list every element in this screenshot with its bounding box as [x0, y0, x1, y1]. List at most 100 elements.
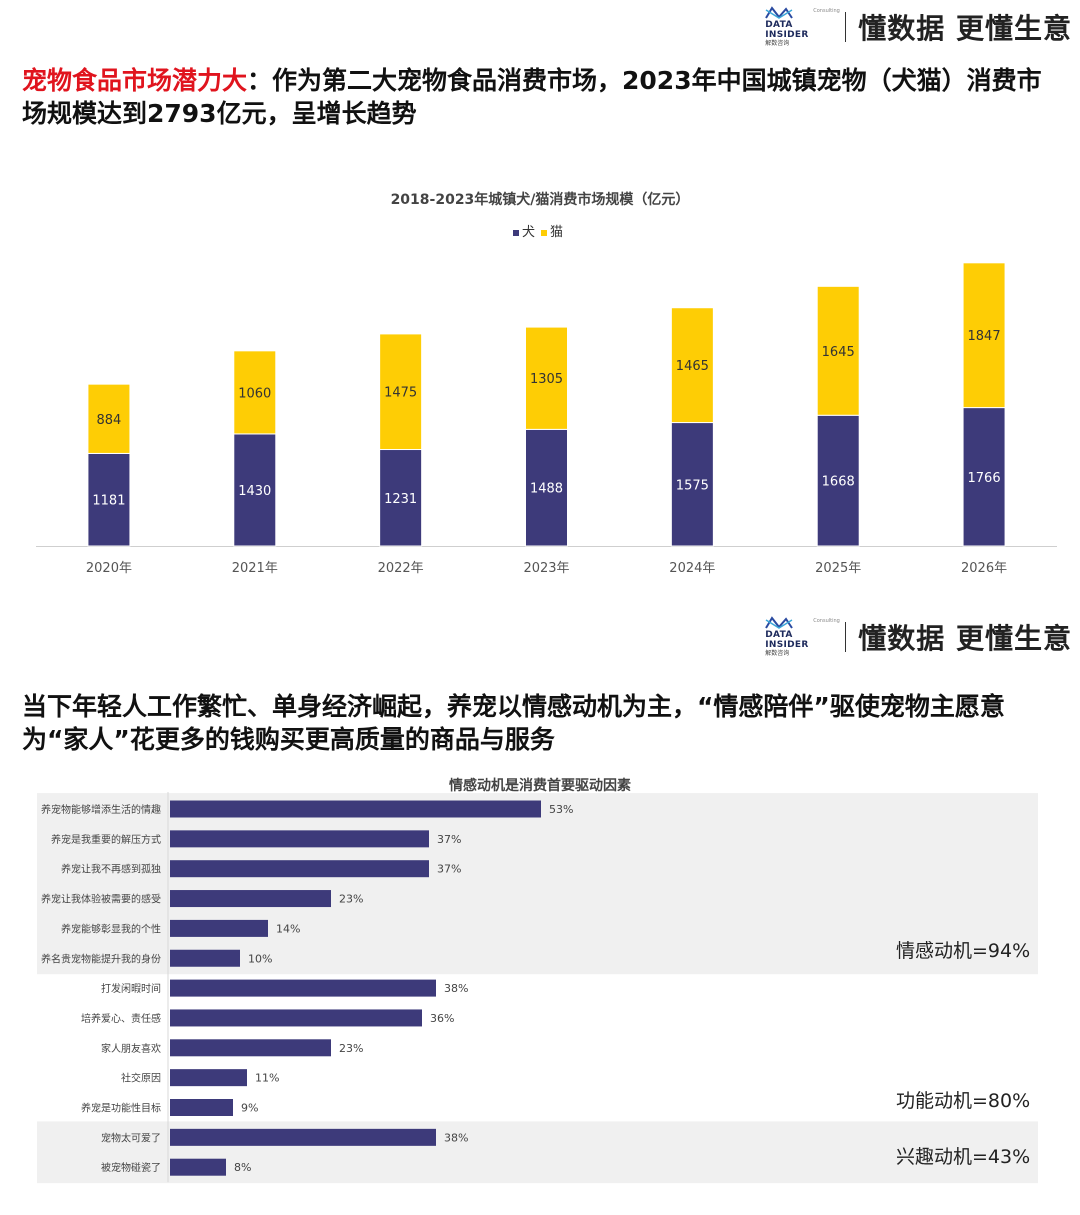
category-label: 社交原因: [121, 1072, 161, 1085]
bar: [170, 860, 429, 878]
bar: [170, 1158, 226, 1176]
category-label: 养宠是我重要的解压方式: [51, 833, 161, 846]
bar: [170, 1128, 436, 1146]
brand-slogan: 懂数据 更懂生意: [858, 11, 1072, 45]
data-label: 1231: [384, 492, 417, 507]
data-label: 38%: [444, 982, 468, 995]
category-label: 培养爱心、责任感: [81, 1012, 161, 1025]
data-label: 37%: [437, 863, 461, 876]
data-label: 8%: [234, 1161, 251, 1174]
category-label: 养宠让我体验被需要的感受: [41, 893, 161, 906]
category-label: 养宠让我不再感到孤独: [61, 863, 161, 876]
bar-dog: [670, 422, 714, 547]
bar-cat: [816, 285, 860, 416]
data-label: 1575: [676, 478, 709, 493]
bar-cat: [87, 383, 131, 454]
data-label: 1668: [822, 475, 855, 490]
legend-swatch-dog: [513, 229, 519, 236]
section2-headline: 当下年轻人工作繁忙、单身经济崛起，养宠以情感动机为主，“情感陪伴”驱使宠物主愿意…: [22, 692, 1005, 754]
logo-consulting: Consulting: [813, 618, 840, 624]
bar-cat: [379, 333, 423, 451]
logo-chinese: 解数咨询: [765, 650, 790, 657]
data-insider-logo: Consulting DATA INSIDER 解数咨询: [765, 6, 840, 47]
legend-item-cat: 猫: [541, 221, 563, 240]
bar-dog: [379, 449, 423, 547]
data-label: 1645: [822, 345, 855, 360]
logo-mark-icon: [765, 6, 794, 19]
data-label: 1181: [92, 494, 125, 509]
chart2-title: 情感动机是消费首要驱动因素: [449, 778, 631, 794]
data-label: 884: [97, 413, 122, 428]
group-label-functional: 功能动机=80%: [896, 1090, 1031, 1112]
brand-header-bottom: Consulting DATA INSIDER 解数咨询 懂数据 更懂生意: [765, 616, 1072, 657]
brand-divider: [845, 621, 847, 652]
data-label: 36%: [430, 1012, 454, 1025]
bar-dog: [525, 428, 568, 547]
category-label: 打发闲暇时间: [101, 982, 161, 995]
data-label: 53%: [549, 803, 573, 816]
bar: [170, 1009, 422, 1027]
data-label: 37%: [437, 833, 461, 846]
bar: [170, 890, 331, 908]
brand-slogan: 懂数据 更懂生意: [858, 621, 1072, 655]
bar-cat: [962, 262, 1006, 409]
brand-divider: [845, 11, 847, 42]
category-label: 宠物太可爱了: [101, 1131, 161, 1144]
x-tick-label: 2023年: [523, 561, 569, 576]
bar: [170, 919, 268, 937]
data-label: 11%: [255, 1072, 279, 1085]
bar: [170, 830, 429, 848]
chart1-stacked-bar: 1181 884 2020年 1430 1060 2021年 1231 1475 2022年 14…: [36, 262, 1057, 576]
x-tick-label: 2025年: [815, 561, 861, 576]
x-tick-label: 2021年: [232, 561, 278, 576]
bar-cat: [670, 307, 714, 424]
bar: [170, 1099, 233, 1116]
logo-consulting: Consulting: [813, 8, 840, 14]
group-label-interest: 兴趣动机=43%: [896, 1146, 1031, 1168]
headline-text: ：作为第二大宠物食品消费市场，2023年中国城镇宠物（犬猫）消费市场规模达到27…: [22, 66, 1042, 128]
bar-dog: [962, 407, 1006, 547]
data-label: 1766: [968, 471, 1001, 486]
data-label: 9%: [241, 1102, 258, 1115]
brand-header-top: Consulting DATA INSIDER 解数咨询 懂数据 更懂生意: [765, 6, 1072, 47]
x-tick-label: 2024年: [669, 561, 715, 576]
logo-english: DATA INSIDER: [765, 630, 809, 650]
data-label: 23%: [339, 893, 363, 906]
category-label: 养名贵宠物能提升我的身份: [41, 952, 161, 965]
chart1-title: 2018-2023年城镇犬/猫消费市场规模（亿元）: [390, 192, 690, 208]
category-label: 养宠物能够增添生活的情趣: [41, 803, 161, 816]
data-label: 38%: [444, 1131, 468, 1144]
data-label: 1060: [238, 386, 271, 401]
category-label: 养宠能够彰显我的个性: [61, 922, 161, 935]
data-label: 1305: [530, 372, 563, 387]
legend-label-dog: 犬: [522, 225, 536, 240]
legend-item-dog: 犬: [513, 221, 535, 240]
bar-dog: [816, 414, 860, 547]
data-label: 1430: [238, 484, 271, 499]
category-label: 家人朋友喜欢: [101, 1042, 161, 1055]
data-label: 1465: [676, 359, 709, 374]
data-insider-logo: Consulting DATA INSIDER 解数咨询: [765, 616, 840, 657]
chart1-legend: 犬 猫: [513, 221, 563, 240]
section1-headline: 宠物食品市场潜力大：作为第二大宠物食品消费市场，2023年中国城镇宠物（犬猫）消…: [22, 64, 1052, 130]
bar: [170, 979, 436, 997]
x-tick-label: 2020年: [86, 561, 132, 576]
logo-english: DATA INSIDER: [765, 20, 809, 40]
legend-swatch-cat: [541, 229, 548, 236]
data-label: 10%: [248, 952, 272, 965]
x-tick-label: 2026年: [961, 561, 1007, 576]
data-label: 1847: [968, 329, 1001, 344]
x-tick-label: 2022年: [378, 561, 424, 576]
data-label: 1475: [384, 386, 417, 401]
group-panel-0: [37, 793, 1038, 975]
data-label: 23%: [339, 1042, 363, 1055]
logo-chinese: 解数咨询: [765, 40, 790, 47]
bar: [170, 800, 541, 818]
bar-cat: [233, 350, 277, 435]
bar: [170, 949, 240, 967]
logo-mark-icon: [765, 616, 794, 629]
bar-cat: [525, 326, 568, 430]
data-label: 1488: [530, 482, 563, 497]
data-label: 14%: [276, 922, 300, 935]
legend-label-cat: 猫: [550, 225, 564, 240]
